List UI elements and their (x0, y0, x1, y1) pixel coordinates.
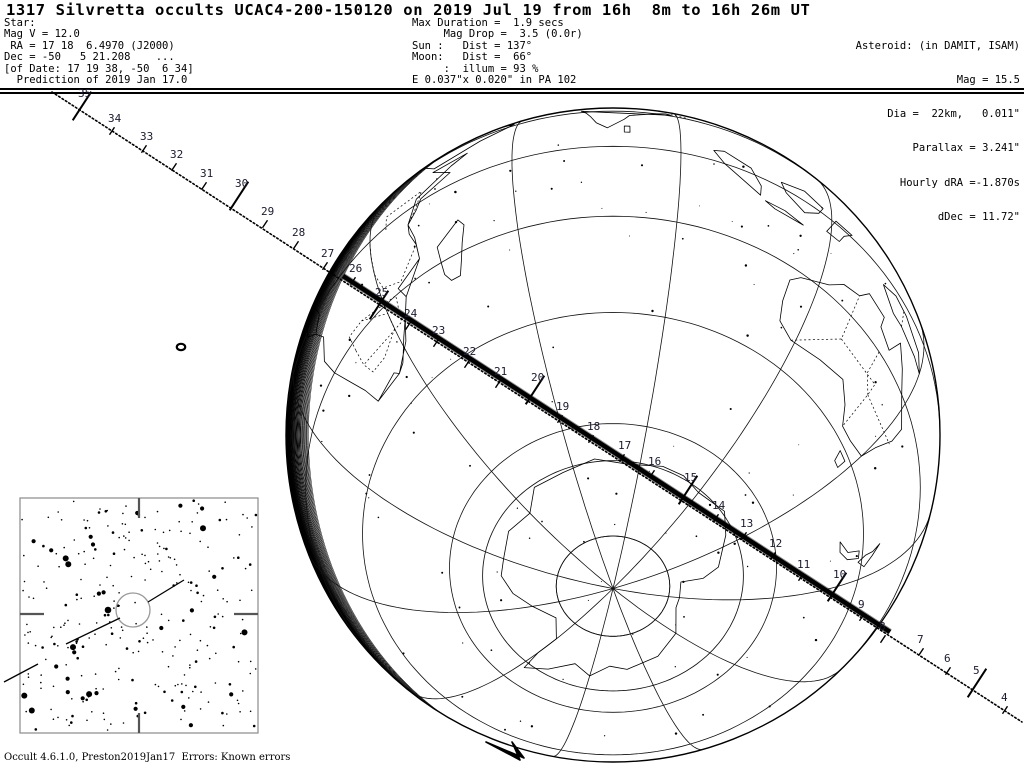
minute-label-32: 32 (170, 148, 183, 161)
star-dots (21, 499, 258, 731)
motion-vector-segment-c (3, 663, 39, 683)
minute-label-31: 31 (200, 167, 213, 180)
political-borders (348, 114, 905, 445)
minute-label-34: 34 (108, 112, 122, 125)
minute-label-19: 19 (556, 400, 569, 413)
star-field-border (19, 497, 259, 734)
asteroid-line-2: Dia = 22km, 0.011" (887, 108, 1020, 121)
minute-label-20: 20 (531, 371, 544, 384)
globe-limb (285, 107, 941, 763)
star-field-svg (3, 497, 259, 734)
minute-label-10: 10 (833, 568, 846, 581)
minute-label-33: 33 (140, 130, 153, 143)
minute-label-5: 5 (973, 664, 980, 677)
page-title: 1317 Silvretta occults UCAC4-200-150120 … (6, 1, 811, 19)
asteroid-line-4: Hourly dRA =-1.870s (899, 176, 1020, 189)
shadow-path-group (51, 91, 1023, 723)
asteroid-line-1: Mag = 15.5 (956, 74, 1020, 87)
minute-label-15: 15 (684, 471, 697, 484)
world-map-panel: 35 34 33 32 31 30 29 28 27 26 25 24 23 22 21 20 19 18 17 16… (0, 87, 1024, 768)
object-marker (175, 342, 187, 352)
minute-label-11: 11 (797, 558, 810, 571)
minute-label-22: 22 (463, 345, 476, 358)
minute-label-12: 12 (769, 537, 782, 550)
minute-label-9: 9 (858, 598, 865, 611)
city-dots (319, 144, 904, 737)
minute-label-25: 25 (375, 286, 388, 299)
target-star-circle (115, 592, 151, 628)
minute-label-16: 16 (648, 455, 661, 468)
motion-vector-segment-b (147, 579, 185, 603)
asteroid-line-5: dDec = 11.72" (937, 210, 1020, 223)
minute-label-29: 29 (261, 205, 274, 218)
minute-label-17: 17 (618, 439, 631, 452)
minute-label-18: 18 (587, 420, 600, 433)
minute-labels: 35 34 33 32 31 30 29 28 27 26 25 24 23 22 21 20 19 18 17 16… (78, 87, 1008, 704)
event-info-block: Max Duration = 1.9 secs Mag Drop = 3.5 (… (412, 17, 583, 87)
minute-label-23: 23 (432, 324, 445, 337)
minute-label-8: 8 (879, 620, 886, 633)
minute-label-21: 21 (494, 365, 507, 378)
minute-label-13: 13 (740, 517, 753, 530)
minute-label-27: 27 (321, 247, 334, 260)
header-divider-top (0, 88, 1024, 90)
star-field-inset (3, 492, 266, 740)
header-divider-bottom (0, 92, 1024, 94)
crosshair-ticks (20, 498, 258, 733)
asteroid-info-block: Asteroid: (in DAMIT, ISAM) Mag = 15.5 Di… (742, 18, 1020, 246)
minute-label-14: 14 (712, 499, 726, 512)
header: 1317 Silvretta occults UCAC4-200-150120 … (0, 0, 1024, 223)
minute-label-6: 6 (944, 652, 951, 665)
minute-label-7: 7 (917, 633, 924, 646)
minute-label-26: 26 (349, 262, 362, 275)
minute-label-28: 28 (292, 226, 305, 239)
motion-vector-segment-a (65, 617, 121, 645)
asteroid-line-3: Parallax = 3.241" (912, 142, 1020, 155)
asteroid-line-0: Asteroid: (in DAMIT, ISAM) (855, 39, 1020, 52)
graticule (286, 110, 940, 757)
minute-label-4: 4 (1001, 691, 1008, 704)
star-info-block: Star: Mag V = 12.0 RA = 17 18 6.4970 (J2… (4, 17, 194, 87)
minute-label-24: 24 (404, 307, 418, 320)
coastlines (307, 110, 920, 677)
minute-label-30: 30 (235, 177, 248, 190)
globe-svg: 35 34 33 32 31 30 29 28 27 26 25 24 23 22 21 20 19 18 17 16… (51, 87, 1023, 763)
terminator-shading (286, 156, 443, 714)
minute-label-35: 35 (78, 87, 91, 100)
footer-credits: Occult 4.6.1.0, Preston2019Jan17 Errors:… (4, 752, 291, 763)
direction-arrow-icon (485, 741, 525, 761)
